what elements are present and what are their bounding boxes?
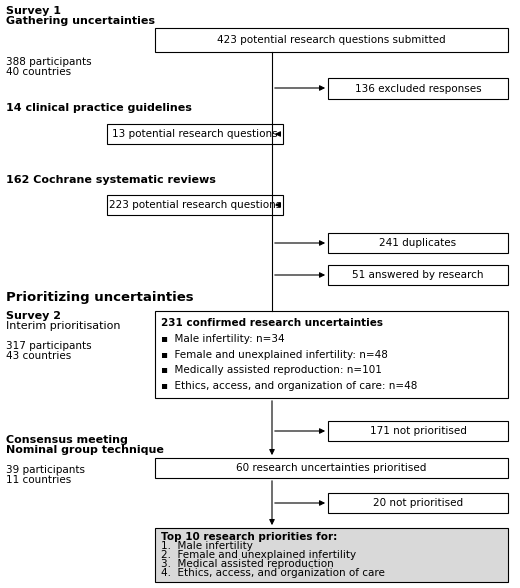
Text: Gathering uncertainties: Gathering uncertainties <box>6 16 155 26</box>
Text: Consensus meeting: Consensus meeting <box>6 435 128 445</box>
Text: 51 answered by research: 51 answered by research <box>352 270 484 280</box>
Bar <box>328 265 508 285</box>
Text: 317 participants: 317 participants <box>6 341 92 351</box>
Text: 231 confirmed research uncertainties: 231 confirmed research uncertainties <box>161 318 383 328</box>
Text: ▪  Male infertility: n=34: ▪ Male infertility: n=34 <box>161 334 284 344</box>
Bar <box>328 78 508 99</box>
Text: 1.  Male infertility: 1. Male infertility <box>161 541 253 551</box>
Bar <box>155 311 508 398</box>
Text: 14 clinical practice guidelines: 14 clinical practice guidelines <box>6 103 192 113</box>
Bar <box>107 124 283 144</box>
Text: 43 countries: 43 countries <box>6 351 71 361</box>
Text: 423 potential research questions submitted: 423 potential research questions submitt… <box>217 35 446 45</box>
Bar <box>155 528 508 582</box>
Text: 40 countries: 40 countries <box>6 67 71 77</box>
Bar <box>328 421 508 441</box>
Text: 2.  Female and unexplained infertility: 2. Female and unexplained infertility <box>161 550 356 560</box>
Text: ▪  Medically assisted reproduction: n=101: ▪ Medically assisted reproduction: n=101 <box>161 365 382 375</box>
Text: 136 excluded responses: 136 excluded responses <box>355 83 482 93</box>
Text: 241 duplicates: 241 duplicates <box>380 238 457 248</box>
Text: Survey 1: Survey 1 <box>6 6 61 16</box>
Text: 13 potential research questions: 13 potential research questions <box>112 129 278 139</box>
Text: 223 potential research questions: 223 potential research questions <box>109 200 281 210</box>
Text: 60 research uncertainties prioritised: 60 research uncertainties prioritised <box>236 463 427 473</box>
Text: 171 not prioritised: 171 not prioritised <box>370 426 466 436</box>
Text: 4.  Ethics, access, and organization of care: 4. Ethics, access, and organization of c… <box>161 569 385 579</box>
Text: Top 10 research priorities for:: Top 10 research priorities for: <box>161 532 337 542</box>
Bar <box>155 458 508 478</box>
Bar <box>328 233 508 253</box>
Text: 388 participants: 388 participants <box>6 57 92 67</box>
Text: ▪  Female and unexplained infertility: n=48: ▪ Female and unexplained infertility: n=… <box>161 349 388 359</box>
Text: Interim prioritisation: Interim prioritisation <box>6 321 121 331</box>
Text: 20 not prioritised: 20 not prioritised <box>373 498 463 508</box>
Bar <box>328 493 508 513</box>
Text: Nominal group technique: Nominal group technique <box>6 445 164 455</box>
Text: 162 Cochrane systematic reviews: 162 Cochrane systematic reviews <box>6 175 216 185</box>
Text: 3.  Medical assisted reproduction: 3. Medical assisted reproduction <box>161 559 334 569</box>
Text: 39 participants: 39 participants <box>6 465 85 475</box>
Bar <box>107 195 283 215</box>
Text: ▪  Ethics, access, and organization of care: n=48: ▪ Ethics, access, and organization of ca… <box>161 381 418 391</box>
Text: 11 countries: 11 countries <box>6 475 71 485</box>
Text: Survey 2: Survey 2 <box>6 311 61 321</box>
Text: Prioritizing uncertainties: Prioritizing uncertainties <box>6 291 193 304</box>
Bar <box>155 28 508 52</box>
